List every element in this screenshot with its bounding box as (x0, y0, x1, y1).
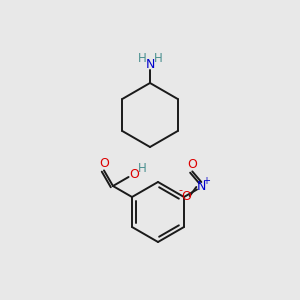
Text: O: O (99, 157, 109, 170)
Text: H: H (154, 52, 162, 64)
Text: H: H (138, 52, 146, 64)
Text: +: + (202, 176, 210, 186)
Text: N: N (145, 58, 155, 71)
Text: O: O (130, 169, 140, 182)
Text: O: O (181, 190, 191, 202)
Text: N: N (196, 181, 206, 194)
Text: O: O (188, 158, 197, 171)
Text: H: H (138, 163, 147, 176)
Text: -: - (179, 185, 183, 195)
